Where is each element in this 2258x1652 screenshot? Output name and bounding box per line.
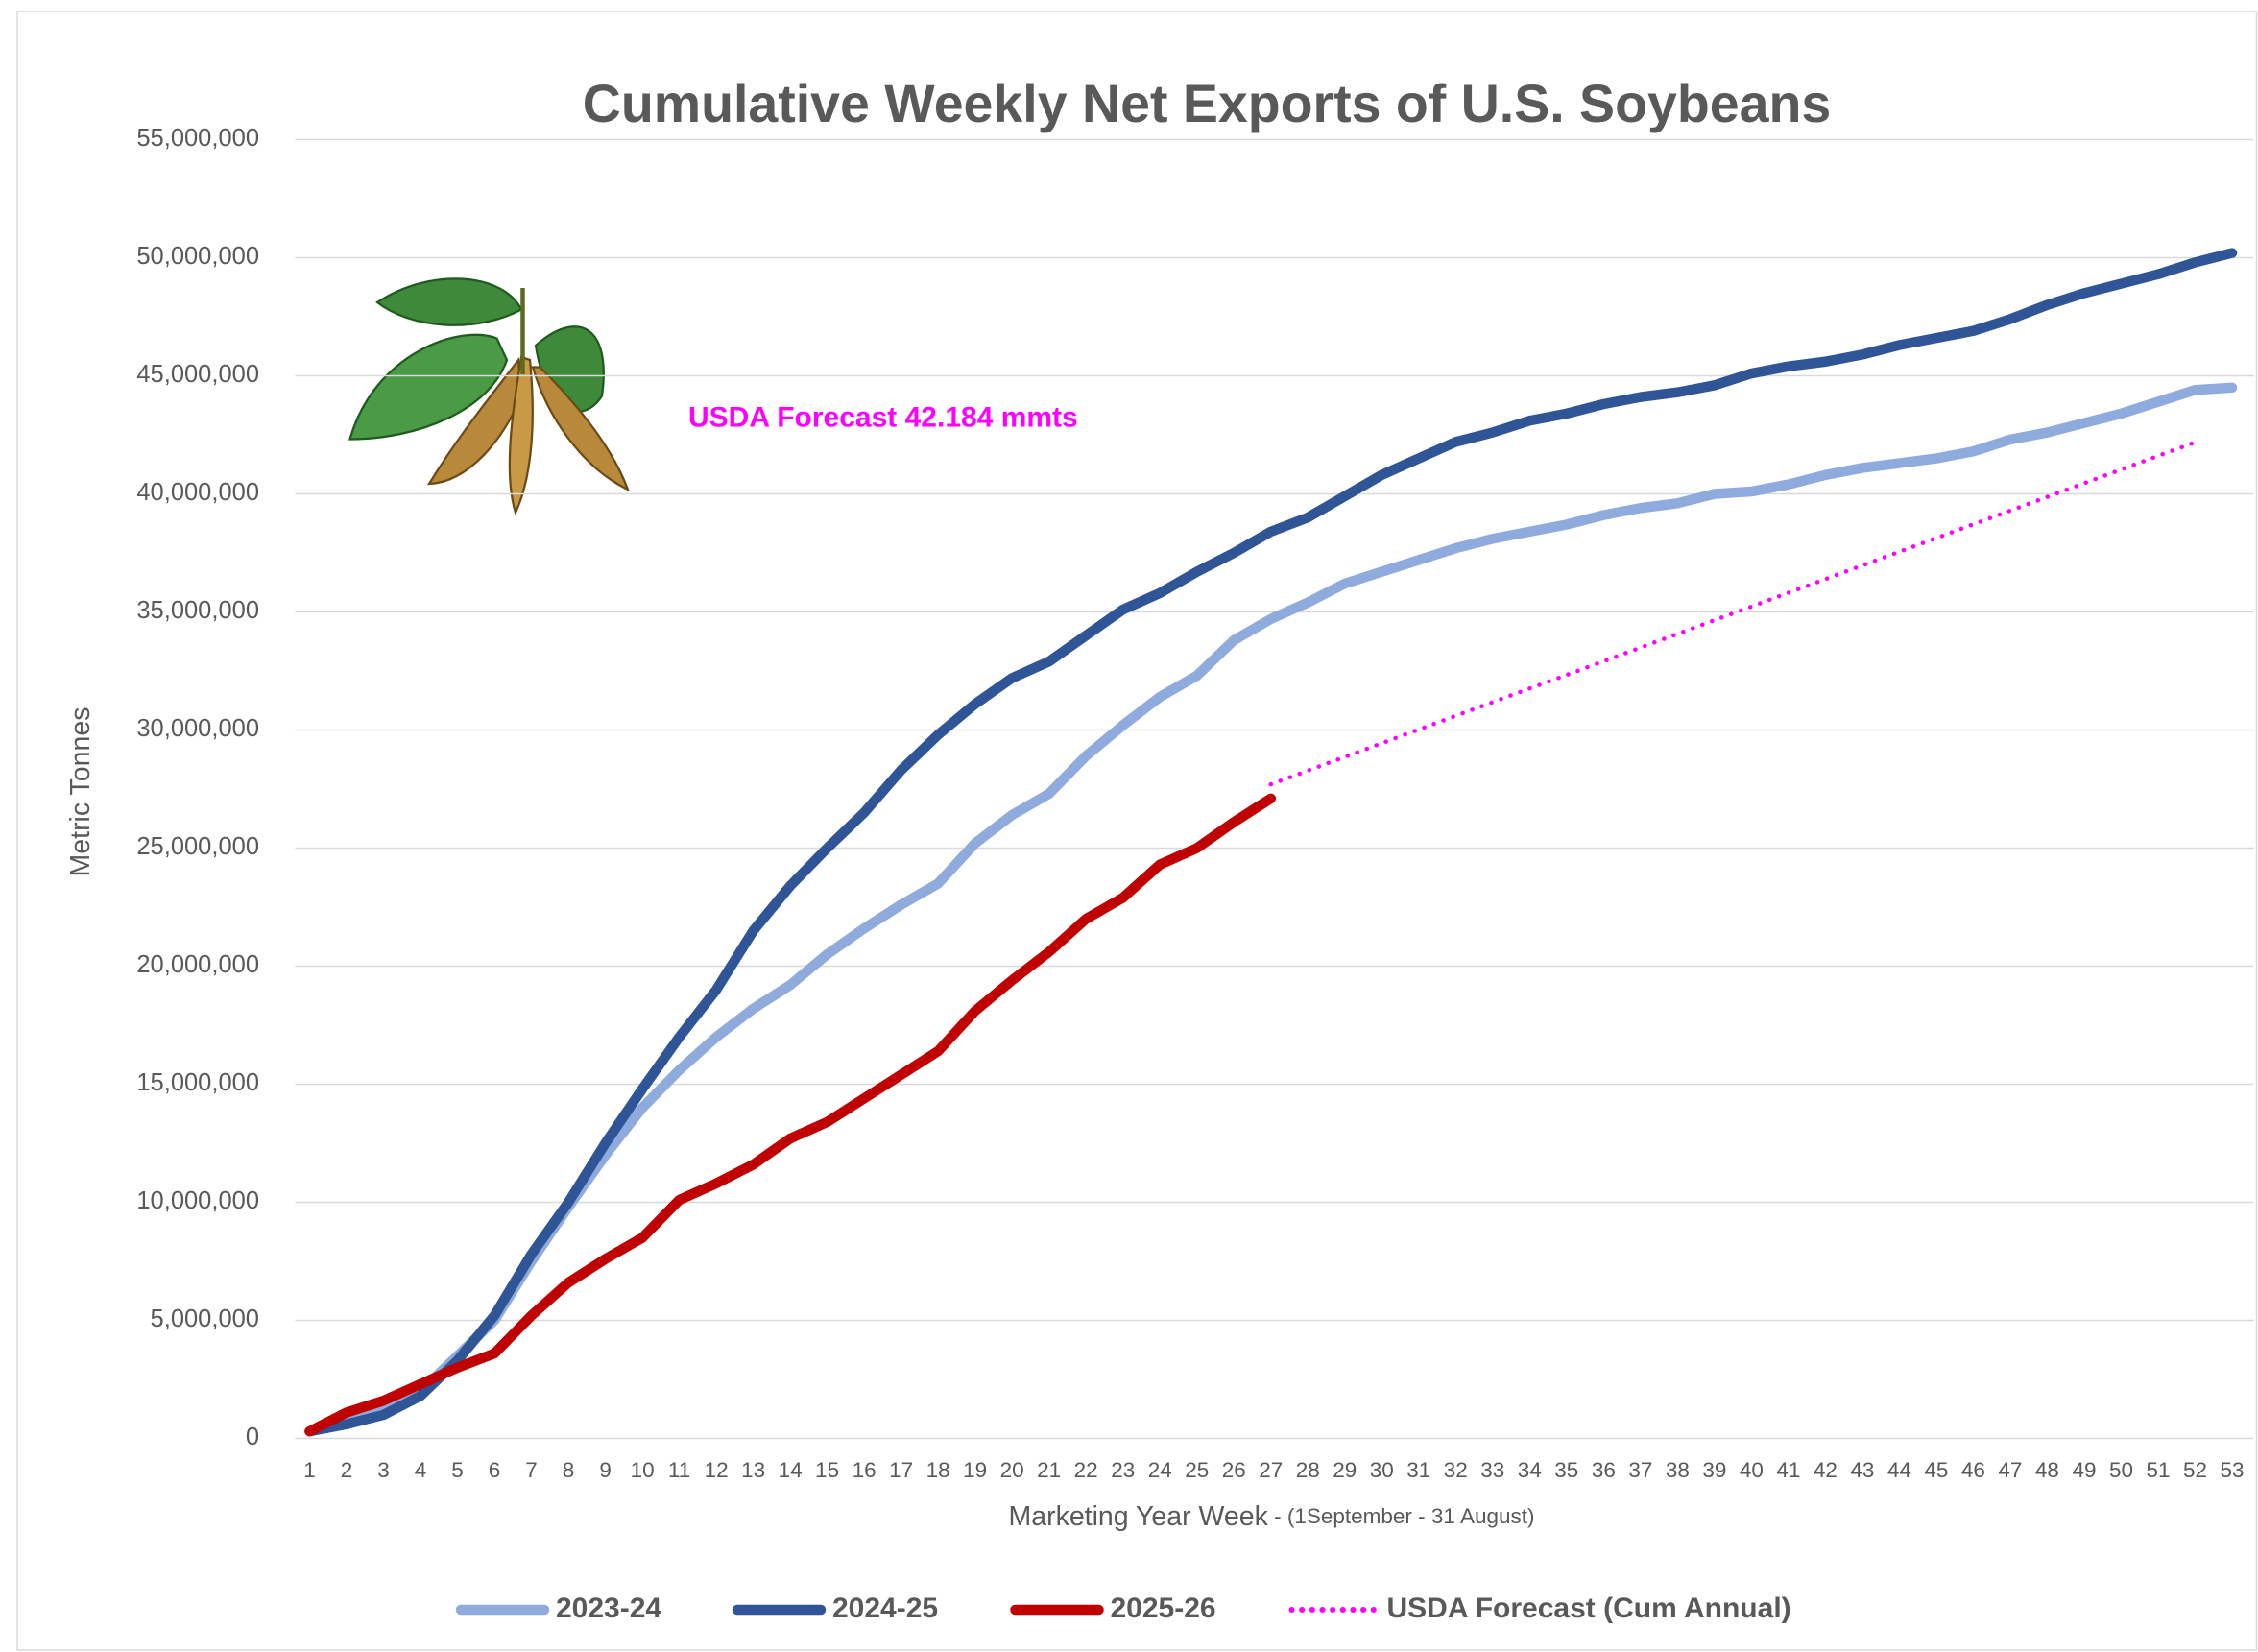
x-tick-label: 40 [1740,1458,1764,1482]
x-tick-label: 49 [2072,1458,2096,1482]
chart-frame [16,11,2258,1651]
soybean-illustration [348,277,631,516]
x-tick-label: 39 [1702,1458,1726,1482]
x-tick-label: 11 [668,1458,690,1482]
x-tick-label: 21 [1037,1458,1061,1482]
x-tick-label: 5 [451,1458,464,1482]
x-tick-label: 12 [705,1458,729,1482]
x-tick-label: 28 [1296,1458,1320,1482]
x-tick-label: 35 [1554,1458,1578,1482]
x-tick-label: 20 [1000,1458,1024,1482]
x-tick-label: 51 [2146,1458,2170,1482]
x-tick-label: 45 [1924,1458,1948,1482]
x-tick-label: 1 [303,1458,316,1482]
chart-title: Cumulative Weekly Net Exports of U.S. So… [583,74,1832,133]
x-tick-label: 27 [1259,1458,1283,1482]
x-tick-label: 32 [1444,1458,1468,1482]
y-tick-label: 40,000,000 [136,479,259,506]
series-line [1268,440,2198,787]
x-tick-label: 33 [1480,1458,1504,1482]
x-tick-label: 50 [2109,1458,2133,1482]
y-tick-label: 45,000,000 [136,361,259,388]
x-tick-label: 44 [1887,1458,1911,1482]
x-tick-label: 14 [779,1458,803,1482]
x-axis-label-note: - (1September - 31 August) [1268,1504,1535,1528]
x-tick-label: 30 [1370,1458,1394,1482]
legend-label: 2023-24 [556,1592,661,1624]
y-tick-label: 55,000,000 [136,125,259,152]
legend-label: 2024-25 [832,1592,938,1624]
series-line [304,248,2238,1437]
legend-label: USDA Forecast (Cum Annual) [1387,1592,1791,1624]
y-tick-label: 25,000,000 [136,833,259,860]
x-tick-label: 38 [1666,1458,1690,1482]
x-tick-label: 43 [1850,1458,1874,1482]
y-axis-label: Metric Tonnes [65,707,96,877]
x-tick-label: 42 [1814,1458,1838,1482]
x-tick-label: 17 [889,1458,913,1482]
x-tick-label: 13 [741,1458,765,1482]
x-axis-label: Marketing Year Week - (1September - 31 A… [1008,1501,1534,1532]
series-line [304,382,2238,1437]
x-tick-label: 9 [599,1458,612,1482]
x-tick-label: 48 [2035,1458,2059,1482]
x-tick-label: 47 [1998,1458,2022,1482]
x-axis-label-main: Marketing Year Week [1008,1501,1268,1532]
x-tick-label: 2 [341,1458,353,1482]
x-tick-label: 16 [853,1458,877,1482]
x-tick-label: 23 [1111,1458,1135,1482]
x-tick-label: 7 [525,1458,538,1482]
x-tick-label: 31 [1406,1458,1430,1482]
x-tick-label: 22 [1074,1458,1098,1482]
forecast-annotation: USDA Forecast 42.184 mmts [688,401,1078,433]
x-tick-label: 29 [1333,1458,1357,1482]
x-tick-label: 37 [1628,1458,1652,1482]
x-tick-label: 18 [926,1458,950,1482]
x-tick-label: 6 [489,1458,501,1482]
x-tick-label: 25 [1185,1458,1209,1482]
x-tick-label: 53 [2220,1458,2244,1482]
y-tick-label: 20,000,000 [136,951,259,978]
y-tick-label: 30,000,000 [136,715,259,742]
legend-label: 2025-26 [1111,1592,1216,1624]
y-tick-label: 5,000,000 [151,1305,259,1332]
x-tick-label: 46 [1961,1458,1985,1482]
x-tick-label: 15 [815,1458,839,1482]
x-tick-label: 41 [1776,1458,1800,1482]
y-tick-label: 50,000,000 [136,243,259,270]
x-tick-label: 10 [631,1458,655,1482]
x-tick-label: 3 [377,1458,390,1482]
x-tick-label: 52 [2183,1458,2207,1482]
x-tick-label: 36 [1592,1458,1616,1482]
y-tick-label: 35,000,000 [136,597,259,624]
y-tick-label: 15,000,000 [136,1069,259,1096]
x-tick-label: 24 [1148,1458,1172,1482]
y-tick-label: 0 [246,1424,259,1450]
series-line [304,793,1276,1437]
x-tick-label: 34 [1518,1458,1542,1482]
x-tick-label: 8 [563,1458,575,1482]
x-tick-label: 4 [415,1458,427,1482]
x-tick-label: 19 [963,1458,987,1482]
y-tick-label: 10,000,000 [136,1187,259,1214]
x-tick-label: 26 [1222,1458,1246,1482]
